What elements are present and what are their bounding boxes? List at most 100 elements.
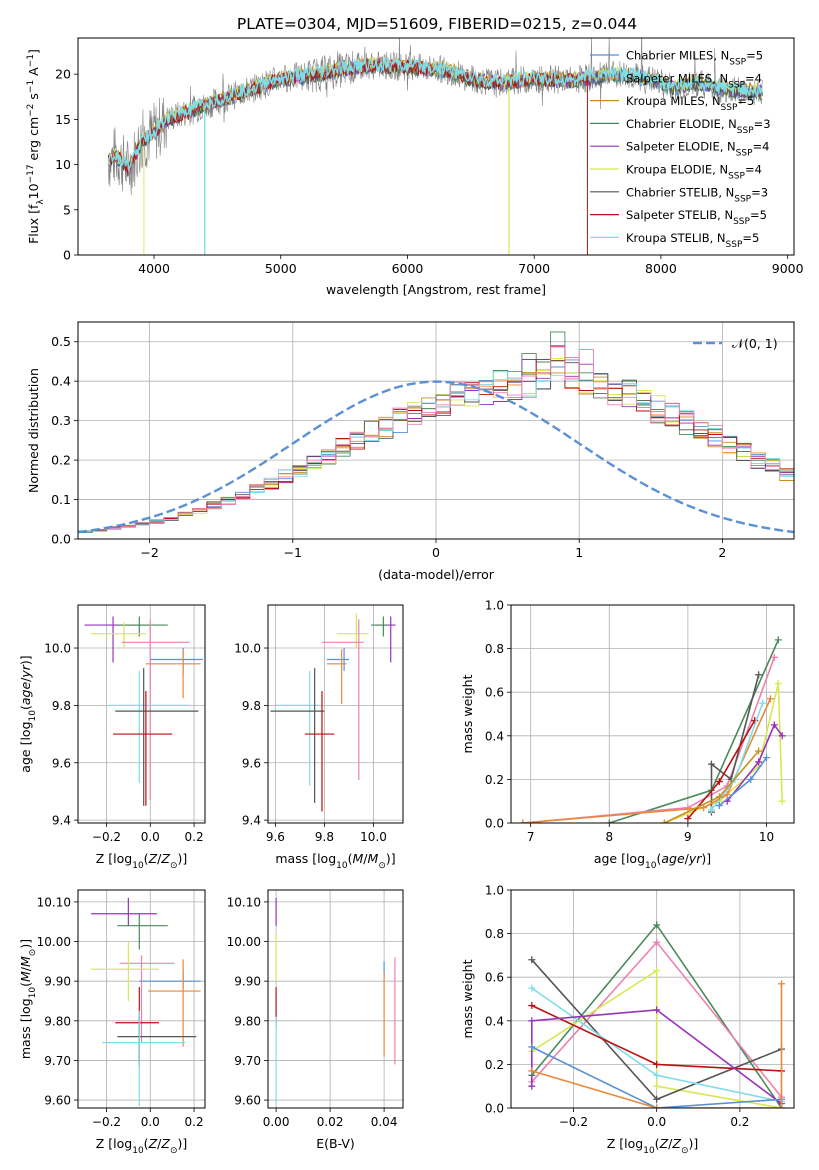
weight-marker [707,760,715,768]
weight-marker [778,1104,786,1108]
legend-entry-se: Salpeter ELODIE, NSSP=4 [626,140,769,159]
y-tick-label: 0.6 [485,971,504,985]
y-tick-label: 0.2 [485,773,504,787]
y-tick-label: 10.00 [37,935,71,949]
weight-series-se [723,721,786,805]
weight-series-sm [519,695,774,823]
weight-marker [653,921,661,929]
weight-marker [700,804,708,812]
weight-marker [653,1104,661,1108]
x-tick-label: 0.2 [185,830,204,844]
errorbar-point-cs [115,668,199,806]
weight-marker [778,980,786,988]
weight-marker [528,1002,536,1010]
weight-marker [715,778,723,786]
weight-marker [684,804,692,812]
weight-marker [723,791,731,799]
weight-marker [653,1060,661,1068]
weight-marker [774,679,782,687]
weight-marker [684,815,692,823]
y-tick-label: 9.8 [242,699,261,713]
y-tick-label: 10.10 [227,895,261,909]
weight-marker [762,754,770,762]
x-axis-label: Z [log10(Z/Z⊙)] [96,851,188,871]
y-tick-label: 0 [63,248,71,263]
legend-gaussian-label: 𝒩(0, 1) [732,336,778,351]
x-tick-label: 0 [432,545,440,560]
weight-marker [528,1017,536,1025]
y-axis-label: Normed distribution [26,368,41,493]
y-tick-label: 10.00 [227,935,261,949]
errorbar-point-ks [102,1010,186,1107]
x-tick-label: 9000 [772,261,804,276]
weight-marker [653,1071,661,1079]
weight-marker [653,1006,661,1014]
errorbar-point-pink [322,619,364,780]
x-tick-label: 0.2 [185,1115,204,1129]
legend-entry-ke: Kroupa ELODIE, NSSP=4 [626,163,762,182]
legend-entry-ss: Salpeter STELIB, NSSP=5 [626,208,767,227]
errorbar-point-ce [371,616,389,637]
y-tick-label: 9.80 [234,1014,261,1028]
weight_vs_Z-frame [510,889,795,1109]
weight-marker [528,984,536,992]
y-tick-label: 10 [55,157,71,172]
y-tick-label: 9.70 [234,1054,261,1068]
weight-marker [605,819,613,823]
y-tick-label: 0.2 [485,1058,504,1072]
errorbar-point-ks [275,670,320,786]
weight-marker [707,806,715,814]
weight-marker [770,653,778,661]
spectrum-model-line-ks [107,56,763,255]
weight-marker [715,802,723,810]
x-tick-label: −0.2 [92,830,121,844]
weight-marker [653,1095,661,1103]
x-tick-label: −0.2 [559,1115,588,1129]
y-axis-label: Flux [fλ10−17 erg cm−2 s−1 A−1] [26,49,46,244]
weight-line [531,1009,782,1105]
y-tick-label: 0.8 [485,642,504,656]
weight-marker [519,819,527,823]
y-tick-label: 0.4 [485,729,504,743]
y-tick-label: 9.6 [52,756,71,770]
weight-line [531,983,783,1108]
weight-line [522,698,772,823]
legend-entry-sm: Salpeter MILES, NSSP=4 [626,71,762,90]
weight-series-sm [528,980,786,1108]
y-axis-label: mass [log10(M/M⊙)] [18,939,38,1059]
weight-marker [747,775,755,783]
x-tick-label: 4000 [138,261,170,276]
spectrum-frame [77,37,795,256]
y-tick-label: 9.4 [242,814,261,828]
gaussian-curve [77,380,795,534]
errorbar-point-pink [121,619,190,801]
weight-series-km [660,747,763,823]
x-tick-label: 0.0 [141,830,160,844]
weight-series-pink [519,653,778,823]
weight-marker [528,1043,536,1051]
weight_vs_age-axes: 7 8 9 10 0.0 0.2 0.4 0.6 0.8 1.0 [485,599,794,844]
errorbar-point-ce [117,913,168,950]
y-tick-label: 0.0 [485,1102,504,1116]
y-tick-label: 0.0 [485,817,504,831]
weight-marker [755,747,763,755]
errorbar-point-sm [145,649,201,699]
mass_vs_Z-frame [77,889,206,1109]
errorbar-point-ks [108,670,190,783]
y-tick-label: 9.70 [44,1054,71,1068]
y-tick-label: 9.4 [52,814,71,828]
age_vs_mass-axes: 9.6 9.8 10.0 9.4 9.6 9.8 10.0 [234,605,403,844]
weight-marker [774,636,782,644]
weight-marker [755,671,763,679]
x-tick-label: 0.02 [317,1115,344,1129]
errorbar-point-cm [139,969,201,990]
x-tick-label: 0.0 [141,1115,160,1129]
weight-series-cs [707,671,763,816]
weight-series-cm [715,754,770,810]
weight-marker [778,797,786,805]
residuals-frame [77,321,795,540]
y-tick-label: 9.60 [234,1094,261,1108]
errorbar-point-sm [148,959,201,1047]
weight-line [726,723,783,802]
y-tick-label: 0.2 [51,453,71,468]
